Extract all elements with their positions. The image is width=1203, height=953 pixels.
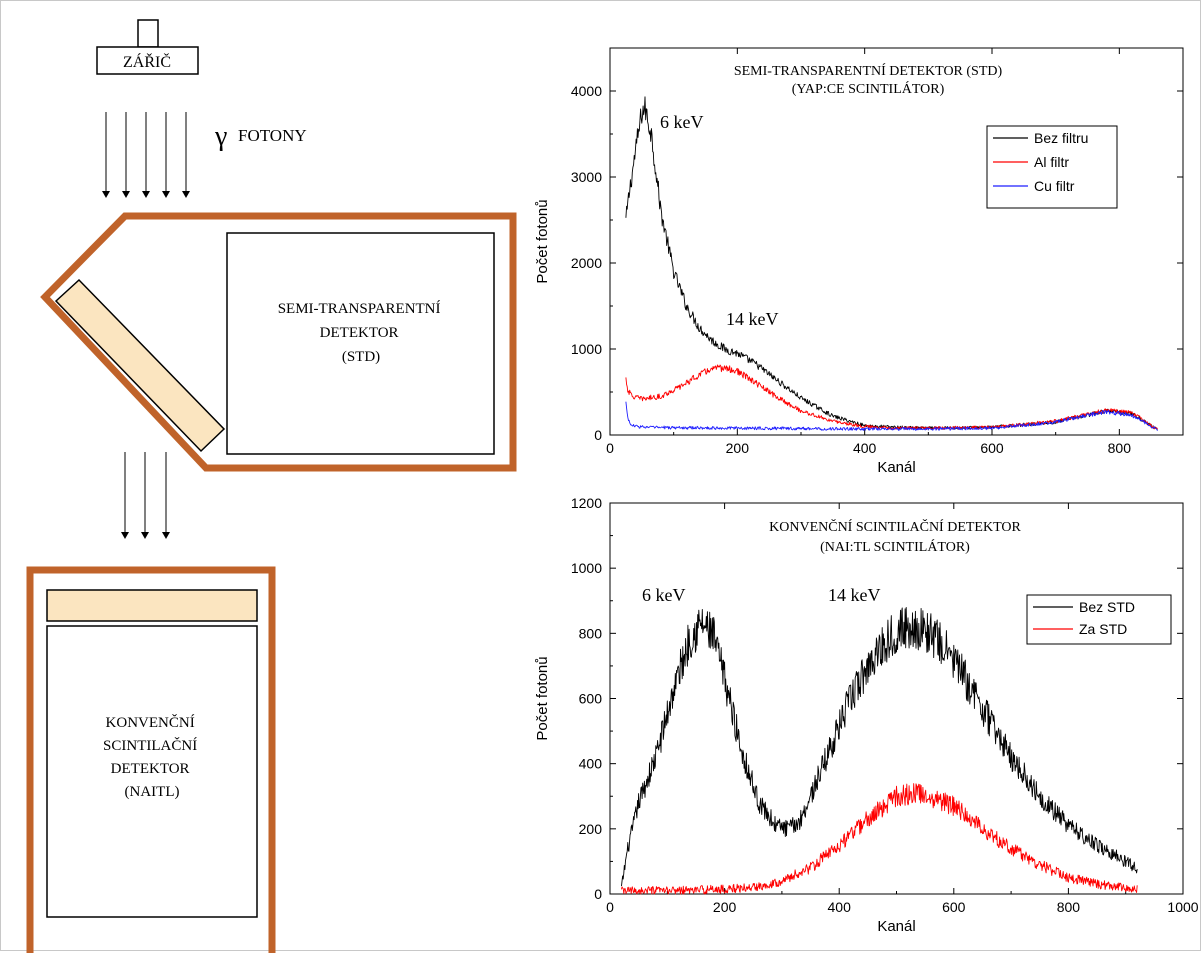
y-axis-label: Počet fotonů [534,199,551,283]
x-tick-label: 400 [853,440,877,456]
x-tick-label: 1000 [1167,899,1198,915]
x-tick-label: 600 [942,899,966,915]
y-tick-label: 400 [579,756,603,772]
y-tick-label: 200 [579,821,603,837]
legend: Bez STD Za STD [1026,594,1172,645]
conv-detector-box [46,625,258,918]
conv-crystal [46,589,258,622]
x-tick-label: 200 [713,899,737,915]
conv-label-line: SCINTILAČNÍ [103,737,197,754]
y-axis-label: Počet fotonů [534,656,551,740]
std-crystal [54,278,226,453]
y-tick-label: 600 [579,691,603,707]
conv-label-line: DETEKTOR [111,761,190,777]
y-tick-label: 0 [594,427,602,443]
plot-frame [609,47,1184,436]
legend-entry: Bez filtru [1034,130,1088,146]
chart-title: KONVENČNÍ SCINTILAČNÍ DETEKTOR [769,518,1021,535]
conv-label-line: (NAITL) [125,784,180,800]
gamma-arrows-top [102,112,190,198]
x-tick-label: 200 [726,440,750,456]
x-tick-label: 800 [1057,899,1081,915]
y-tick-label: 1000 [571,560,602,576]
series-line-cu-filtr [625,401,1158,431]
std-label-line: DETEKTOR [320,325,399,341]
y-tick-label: 3000 [571,169,602,185]
std-label-line: SEMI-TRANSPARENTNÍ [278,300,441,317]
legend-box [1026,594,1172,645]
source-body [96,46,199,75]
x-tick-label: 400 [828,899,852,915]
y-tick-label: 2000 [571,255,602,271]
source-cap [137,19,159,48]
x-tick-label: 800 [1108,440,1132,456]
series-line-za-std [621,783,1138,895]
y-tick-label: 0 [594,886,602,902]
std-detector-label: SEMI-TRANSPARENTNÍ DETEKTOR (STD) [278,300,445,365]
x-tick-label: 600 [980,440,1004,456]
plot-frame [609,502,1184,895]
chart-subtitle: (YAP:CE SCINTILÁTOR) [792,80,945,97]
source-emitter: ZÁŘIČ [96,19,199,75]
x-tick-label: 0 [606,899,614,915]
legend-entry: Bez STD [1079,599,1135,615]
std-detector-box [226,232,495,455]
y-tick-label: 1200 [571,495,602,511]
legend-entry: Cu filtr [1034,178,1075,194]
peak-annotation: 6 keV [642,585,686,605]
legend: Bez filtru Al filtr Cu filtr [986,125,1118,209]
gamma-arrows-bottom [121,452,170,539]
conv-label-line: KONVENČNÍ [106,714,195,731]
std-housing [40,212,517,472]
legend-box [986,125,1118,209]
legend-entry: Za STD [1079,621,1127,637]
x-tick-label: 0 [606,440,614,456]
chart-subtitle: (NAI:TL SCINTILÁTOR) [820,538,970,555]
chart-conventional-spectrum: 0 200 400 600 800 1000 0 200 400 600 800 1000 1200 Ka… [534,495,1199,935]
x-axis-label: Kanál [877,459,915,476]
y-tick-label: 4000 [571,83,602,99]
gamma-label: FOTONY [238,126,307,145]
y-tick-label: 1000 [571,341,602,357]
series-line-bez-std [621,607,1138,887]
series-line-al-filtr [625,364,1158,431]
y-tick-label: 800 [579,625,603,641]
legend-entry: Al filtr [1034,154,1069,170]
chart-title: SEMI-TRANSPARENTNÍ DETEKTOR (STD) [734,62,1003,79]
conv-housing [26,566,276,953]
x-axis-label: Kanál [877,918,915,935]
chart-std-spectrum: 0 200 400 600 800 0 1000 2000 3000 4000 Kanál Počet… [534,47,1184,476]
peak-annotation: 14 keV [726,309,779,329]
std-label-line: (STD) [342,349,380,365]
gamma-symbol: γ [214,121,227,152]
source-label: ZÁŘIČ [123,52,171,71]
conv-detector-label: KONVENČNÍ SCINTILAČNÍ DETEKTOR (NAITL) [103,714,201,800]
peak-annotation: 14 keV [828,585,881,605]
peak-annotation: 6 keV [660,112,704,132]
